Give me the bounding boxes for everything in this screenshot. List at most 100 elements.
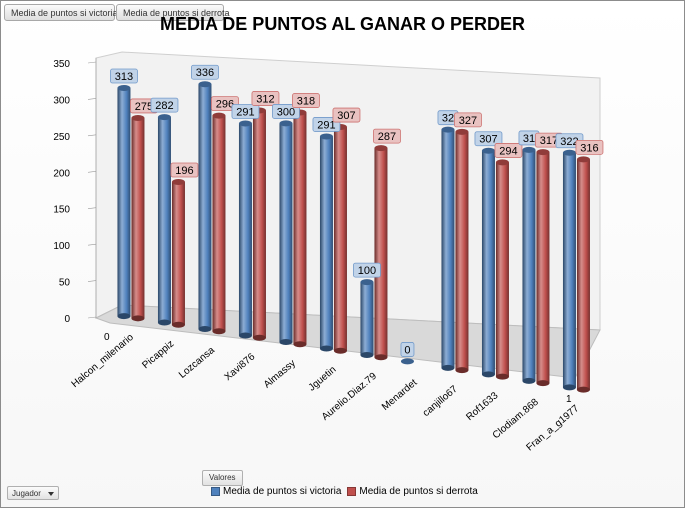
data-label-derrota-text: 287 (378, 131, 396, 143)
bar-derrota-body (293, 112, 307, 345)
bar-victoria-top (157, 114, 171, 121)
x-tick-label: Rof1633 (464, 390, 500, 423)
y-tick (87, 134, 97, 137)
bar-derrota (131, 114, 145, 322)
data-label-victoria-text: 307 (479, 134, 497, 146)
y-tick (87, 207, 97, 210)
bar-derrota (171, 178, 185, 328)
bar-derrota (536, 149, 550, 387)
legend-item-victoria: Media de puntos si victoria (211, 486, 341, 497)
bar-derrota-bottom (212, 328, 226, 335)
bar-victoria-top (279, 120, 293, 127)
bar-victoria-bottom (441, 364, 455, 371)
bar-derrota-body (536, 152, 550, 384)
bar-derrota (252, 107, 266, 341)
data-label-derrota-box (454, 112, 482, 128)
data-label-victoria: 300 (272, 104, 300, 119)
data-label-derrota: 307 (332, 107, 361, 123)
data-label-victoria-text: 31 (523, 133, 535, 145)
data-label-victoria: 282 (150, 97, 179, 113)
data-label-derrota: 287 (373, 128, 401, 144)
bar-derrota-top (455, 128, 469, 135)
bar-derrota-top (131, 114, 145, 121)
valores-field-button[interactable]: Valores (202, 470, 243, 486)
bar-victoria-body (441, 129, 455, 368)
bar-victoria-body (238, 123, 252, 336)
data-label-derrota-text: 317 (540, 135, 558, 147)
bar-victoria-top (400, 358, 414, 365)
x-tick-label: Menardet (380, 377, 420, 413)
bar-derrota-top (495, 159, 509, 166)
legend-item-derrota: Media de puntos si derrota (347, 486, 478, 497)
bar-victoria (157, 114, 171, 326)
data-label-victoria-box (150, 97, 179, 113)
bar-victoria-bottom (360, 351, 374, 358)
bar-derrota-body (171, 181, 185, 325)
data-label-victoria-text: 291 (317, 119, 335, 131)
y-tick (87, 170, 97, 173)
data-label-victoria-text: 313 (115, 71, 133, 83)
data-label-victoria-box (272, 104, 300, 119)
data-label-victoria-box (353, 262, 381, 278)
data-label-derrota-box (575, 139, 604, 155)
bar-derrota-bottom (252, 334, 266, 341)
x-tick-label: Xavi876 (223, 351, 258, 383)
y-tick-label: 300 (53, 95, 70, 106)
chevron-down-icon (48, 492, 54, 496)
bar-derrota-bottom (333, 347, 347, 354)
bars (117, 81, 590, 393)
y-tick-label: 50 (59, 278, 71, 289)
y-tick (87, 243, 97, 246)
x-tick-label: Picappiz (140, 338, 176, 371)
data-label-derrota-text: 296 (216, 99, 234, 111)
data-label-derrota-box (332, 107, 361, 123)
bar-derrota-bottom (374, 354, 388, 361)
bar-victoria-top (441, 126, 455, 133)
bar-derrota-bottom (495, 373, 509, 380)
bar-derrota-body (374, 148, 388, 358)
data-label-derrota-box (494, 143, 523, 158)
data-label-victoria-text: 300 (277, 106, 295, 118)
bar-victoria-body (319, 136, 333, 349)
x-tick-label: Jguetin (307, 364, 339, 393)
data-label-victoria: 291 (231, 104, 260, 119)
x-tick-label: Lozcansa (177, 345, 217, 381)
bar-derrota-body (131, 117, 145, 319)
bar-victoria-bottom (522, 377, 536, 384)
data-label-victoria-text: 291 (236, 106, 254, 118)
field-button-victoria[interactable]: Media de puntos si victoria (4, 4, 118, 21)
depth-axis-label: 1 (566, 394, 572, 405)
jugador-filter-dropdown[interactable]: Jugador (7, 486, 59, 500)
data-label-victoria: 307 (474, 131, 503, 147)
y-tick-label: 0 (64, 314, 70, 325)
field-button-derrota[interactable]: Media de puntos si derrota (116, 4, 230, 21)
data-label-derrota-text: 312 (256, 93, 274, 105)
data-label-victoria-text: 100 (358, 265, 376, 277)
bar-victoria (198, 81, 212, 333)
bar-derrota-bottom (131, 315, 145, 322)
bar-derrota-body (212, 115, 226, 332)
data-label-derrota-text: 316 (580, 142, 598, 154)
bar-victoria (400, 358, 414, 365)
data-label-victoria-box (231, 104, 260, 119)
x-tick-label: Clodiam.868 (491, 396, 541, 441)
data-label-victoria-text: 336 (196, 67, 214, 79)
bar-victoria-top (522, 146, 536, 153)
bar-victoria-body (481, 150, 495, 375)
bar-victoria-body (157, 117, 171, 323)
bar-victoria-bottom (319, 345, 333, 352)
bar-victoria-top (238, 120, 252, 127)
bar-victoria (562, 149, 576, 391)
bar-derrota-bottom (536, 380, 550, 387)
bar-derrota-bottom (455, 367, 469, 374)
y-tick (87, 98, 97, 100)
bar-victoria-top (198, 81, 212, 88)
bar-derrota-body (333, 127, 347, 351)
data-label-derrota: 318 (292, 93, 320, 108)
data-label-victoria: 31 (518, 130, 540, 146)
bar-victoria-top (562, 149, 576, 156)
data-label-derrota-text: 307 (337, 110, 355, 122)
bar-derrota-bottom (293, 341, 307, 348)
bar-derrota (455, 128, 469, 374)
data-label-derrota: 196 (170, 162, 199, 178)
